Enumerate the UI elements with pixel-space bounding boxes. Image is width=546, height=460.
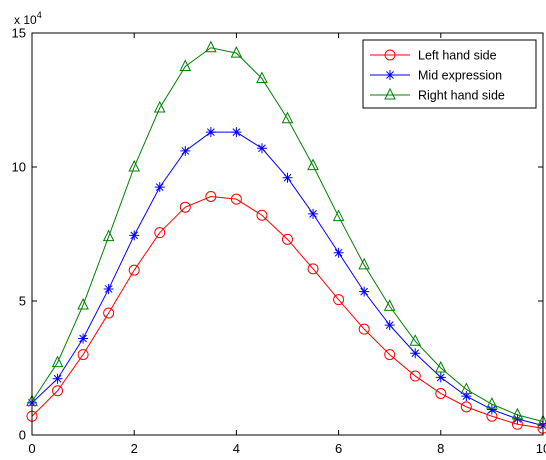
data-point-2-9 [231, 127, 241, 137]
data-point-2-13 [334, 248, 344, 258]
data-point-2-2 [53, 374, 63, 384]
data-point-2-11 [283, 173, 293, 183]
x-tick-label-4: 6 [335, 441, 342, 456]
legend-label-3: Right hand side [418, 89, 505, 103]
data-point-2-14 [359, 287, 369, 297]
y-tick-label-4: 15 [12, 26, 26, 41]
x-tick-label-3: 4 [233, 441, 240, 456]
x-tick-label-2: 2 [131, 441, 138, 456]
legend-label-1: Left hand side [418, 49, 497, 63]
data-point-2-16 [410, 348, 420, 358]
legend-label-2: Mid expression [418, 69, 502, 83]
data-point-2-7 [180, 146, 190, 156]
data-point-2-4 [104, 284, 114, 294]
y-tick-label-1: 0 [19, 428, 26, 443]
data-point-2-12 [308, 209, 318, 219]
data-point-2-15 [385, 320, 395, 330]
legend-swatch-marker-2 [385, 70, 395, 80]
legend-item-1: Left hand side [370, 49, 497, 63]
data-point-2-18 [461, 391, 471, 401]
data-point-2-17 [436, 372, 446, 382]
x-tick-label-1: 0 [28, 441, 35, 456]
data-point-2-6 [155, 182, 165, 192]
data-point-2-8 [206, 127, 216, 137]
x-tick-label-5: 8 [437, 441, 444, 456]
x-tick-label-6: 10 [536, 441, 546, 456]
data-point-2-10 [257, 143, 267, 153]
y-multiplier-label: x 104 [14, 10, 42, 27]
y-tick-label-2: 5 [19, 294, 26, 309]
data-point-2-3 [78, 334, 88, 344]
legend: Left hand side Mid expression Right hand s… [363, 40, 536, 108]
y-tick-label-3: 10 [12, 160, 26, 175]
data-point-2-5 [129, 230, 139, 240]
